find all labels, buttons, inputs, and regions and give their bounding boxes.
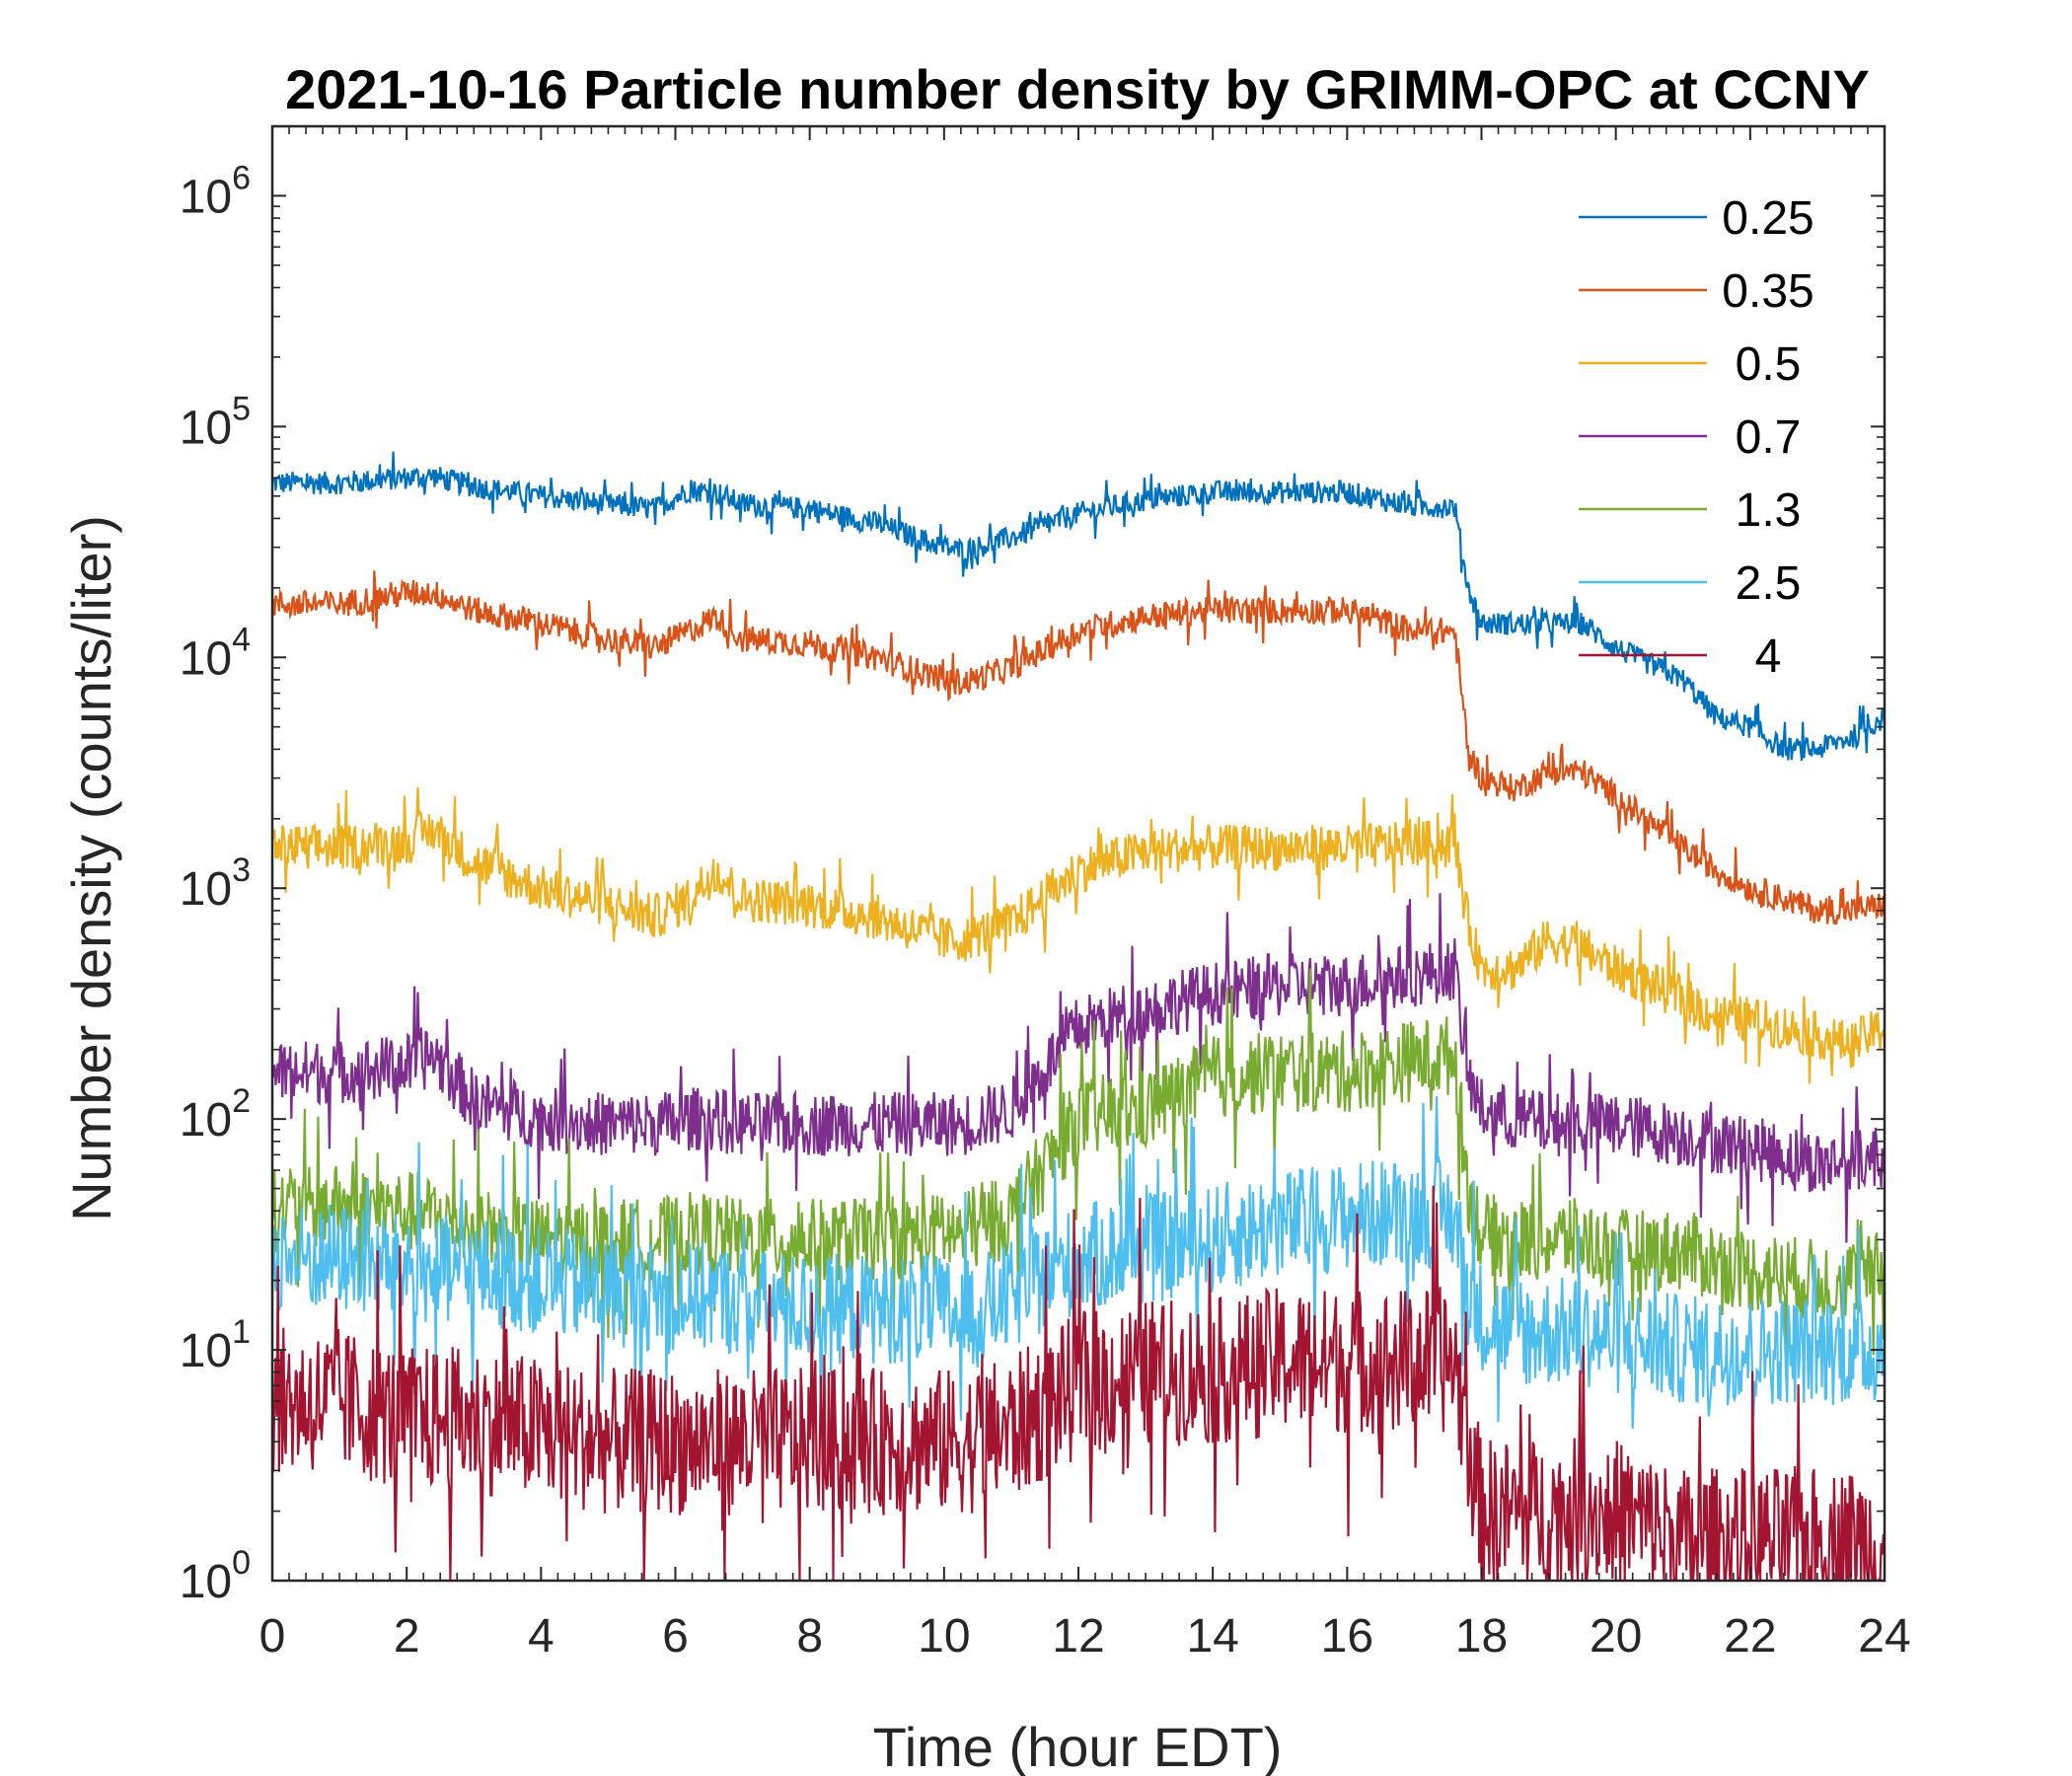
legend-label-0.35: 0.35 — [1722, 265, 1813, 318]
x-tick-label: 24 — [1858, 1610, 1910, 1663]
x-tick-label: 22 — [1724, 1610, 1776, 1663]
x-tick-label: 18 — [1455, 1610, 1508, 1663]
x-axis-ticks: 0 2 4 6 8 10 12 14 16 18 20 22 24 — [259, 126, 1911, 1663]
x-tick-label: 4 — [528, 1610, 555, 1663]
legend-label-4: 4 — [1755, 630, 1782, 683]
legend-label-2.5: 2.5 — [1736, 557, 1802, 610]
x-tick-label: 16 — [1321, 1610, 1373, 1663]
x-tick-label: 6 — [662, 1610, 689, 1663]
y-tick-label: 102 — [180, 1082, 251, 1147]
y-tick-label: 105 — [180, 390, 251, 454]
series-line-0.5 — [272, 786, 1885, 1084]
series-line-0.35 — [272, 570, 1885, 925]
series-line-0.25 — [272, 451, 1885, 761]
series-line-0.7 — [272, 893, 1885, 1243]
legend-label-0.25: 0.25 — [1722, 192, 1813, 245]
x-axis-label: Time (hour EDT) — [873, 1716, 1283, 1776]
y-tick-label: 106 — [180, 159, 251, 223]
legend: 0.25 0.35 0.5 0.7 1.3 2.5 4 — [1579, 192, 1814, 683]
legend-label-0.5: 0.5 — [1736, 338, 1802, 391]
x-tick-label: 20 — [1590, 1610, 1642, 1663]
x-tick-label: 14 — [1186, 1610, 1238, 1663]
chart-title: 2021-10-16 Particle number density by GR… — [285, 58, 1870, 120]
x-tick-label: 2 — [394, 1610, 420, 1663]
series-layer — [272, 451, 1885, 1581]
y-axis-label: Number density (counts/liter) — [60, 515, 122, 1221]
series-line-4 — [272, 1185, 1885, 1581]
plot-frame — [270, 124, 1887, 1583]
x-tick-label: 12 — [1052, 1610, 1104, 1663]
y-tick-label: 103 — [180, 851, 251, 916]
x-tick-label: 0 — [259, 1610, 286, 1663]
y-tick-label: 100 — [180, 1544, 251, 1608]
x-tick-label: 10 — [918, 1610, 970, 1663]
minor-ticks — [272, 125, 1885, 1581]
y-tick-label: 101 — [180, 1313, 251, 1377]
legend-label-1.3: 1.3 — [1736, 484, 1802, 537]
y-tick-label: 104 — [180, 621, 251, 685]
x-tick-label: 8 — [796, 1610, 823, 1663]
legend-label-0.7: 0.7 — [1736, 411, 1802, 464]
